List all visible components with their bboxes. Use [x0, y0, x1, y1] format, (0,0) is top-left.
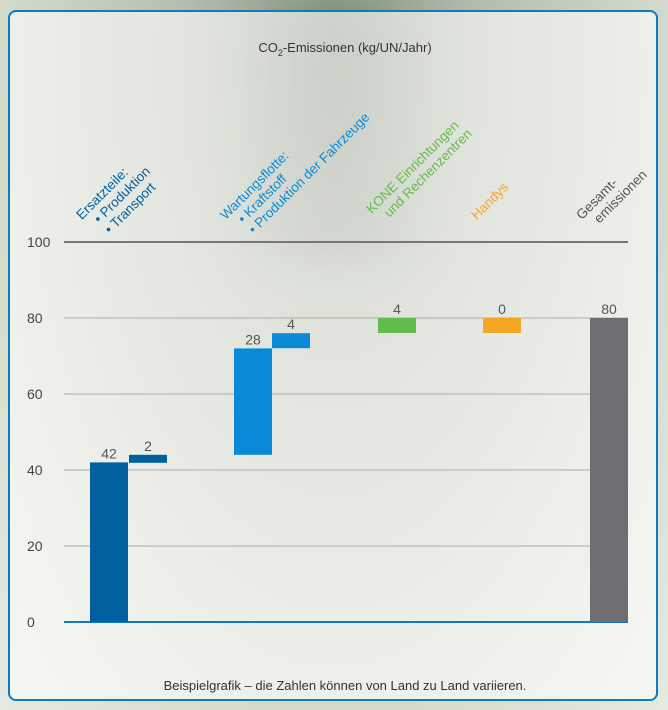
bar-value-label: 0 [498, 301, 506, 317]
bar [483, 318, 521, 333]
bar-value-label: 4 [393, 301, 401, 317]
bar-value-label: 80 [601, 301, 617, 317]
y-tick-label: 60 [27, 386, 43, 402]
chart-footnote: Beispielgrafik – die Zahlen können von L… [164, 678, 527, 693]
category-label-text: Gesamt-emissionen [573, 156, 650, 233]
category-label: Wartungsflotte:• Kraftstoff• Produktion … [217, 88, 372, 243]
bar [234, 348, 272, 455]
category-label-text: Ersatzteile:• Produktion• Transport [73, 153, 164, 244]
bar [378, 318, 416, 333]
bar-value-labels: 42 2 28 4 4 0 80 [101, 301, 617, 461]
bar [272, 333, 310, 349]
category-label: Gesamt-emissionen [573, 156, 650, 233]
bar [590, 318, 628, 622]
y-tick-label: 80 [27, 310, 43, 326]
chart-title: CO2-Emissionen (kg/UN/Jahr) [258, 40, 431, 58]
bar-value-label: 28 [245, 331, 261, 347]
bar-value-label: 2 [144, 438, 152, 454]
bar [129, 454, 167, 463]
y-axis-ticks: 0 20 40 60 80 100 [27, 234, 51, 630]
y-tick-label: 20 [27, 538, 43, 554]
y-tick-label: 0 [27, 614, 35, 630]
grid-lines [64, 241, 628, 623]
category-label-text: KONE Einrichtungenund Rechenzentren [363, 115, 475, 227]
y-tick-label: 100 [27, 234, 51, 250]
category-label: Handys [468, 179, 511, 222]
category-label: KONE Einrichtungenund Rechenzentren [363, 115, 475, 227]
bar-value-label: 4 [287, 316, 295, 332]
bar-value-label: 42 [101, 445, 117, 461]
category-label-text: Handys [468, 179, 511, 222]
bar [90, 462, 128, 622]
category-label-text: Wartungsflotte:• Kraftstoff• Produktion … [217, 88, 372, 243]
category-label: Ersatzteile:• Produktion• Transport [73, 153, 164, 244]
y-tick-label: 40 [27, 462, 43, 478]
category-labels: Ersatzteile:• Produktion• Transport Wartu… [73, 88, 650, 244]
bars [90, 318, 628, 622]
